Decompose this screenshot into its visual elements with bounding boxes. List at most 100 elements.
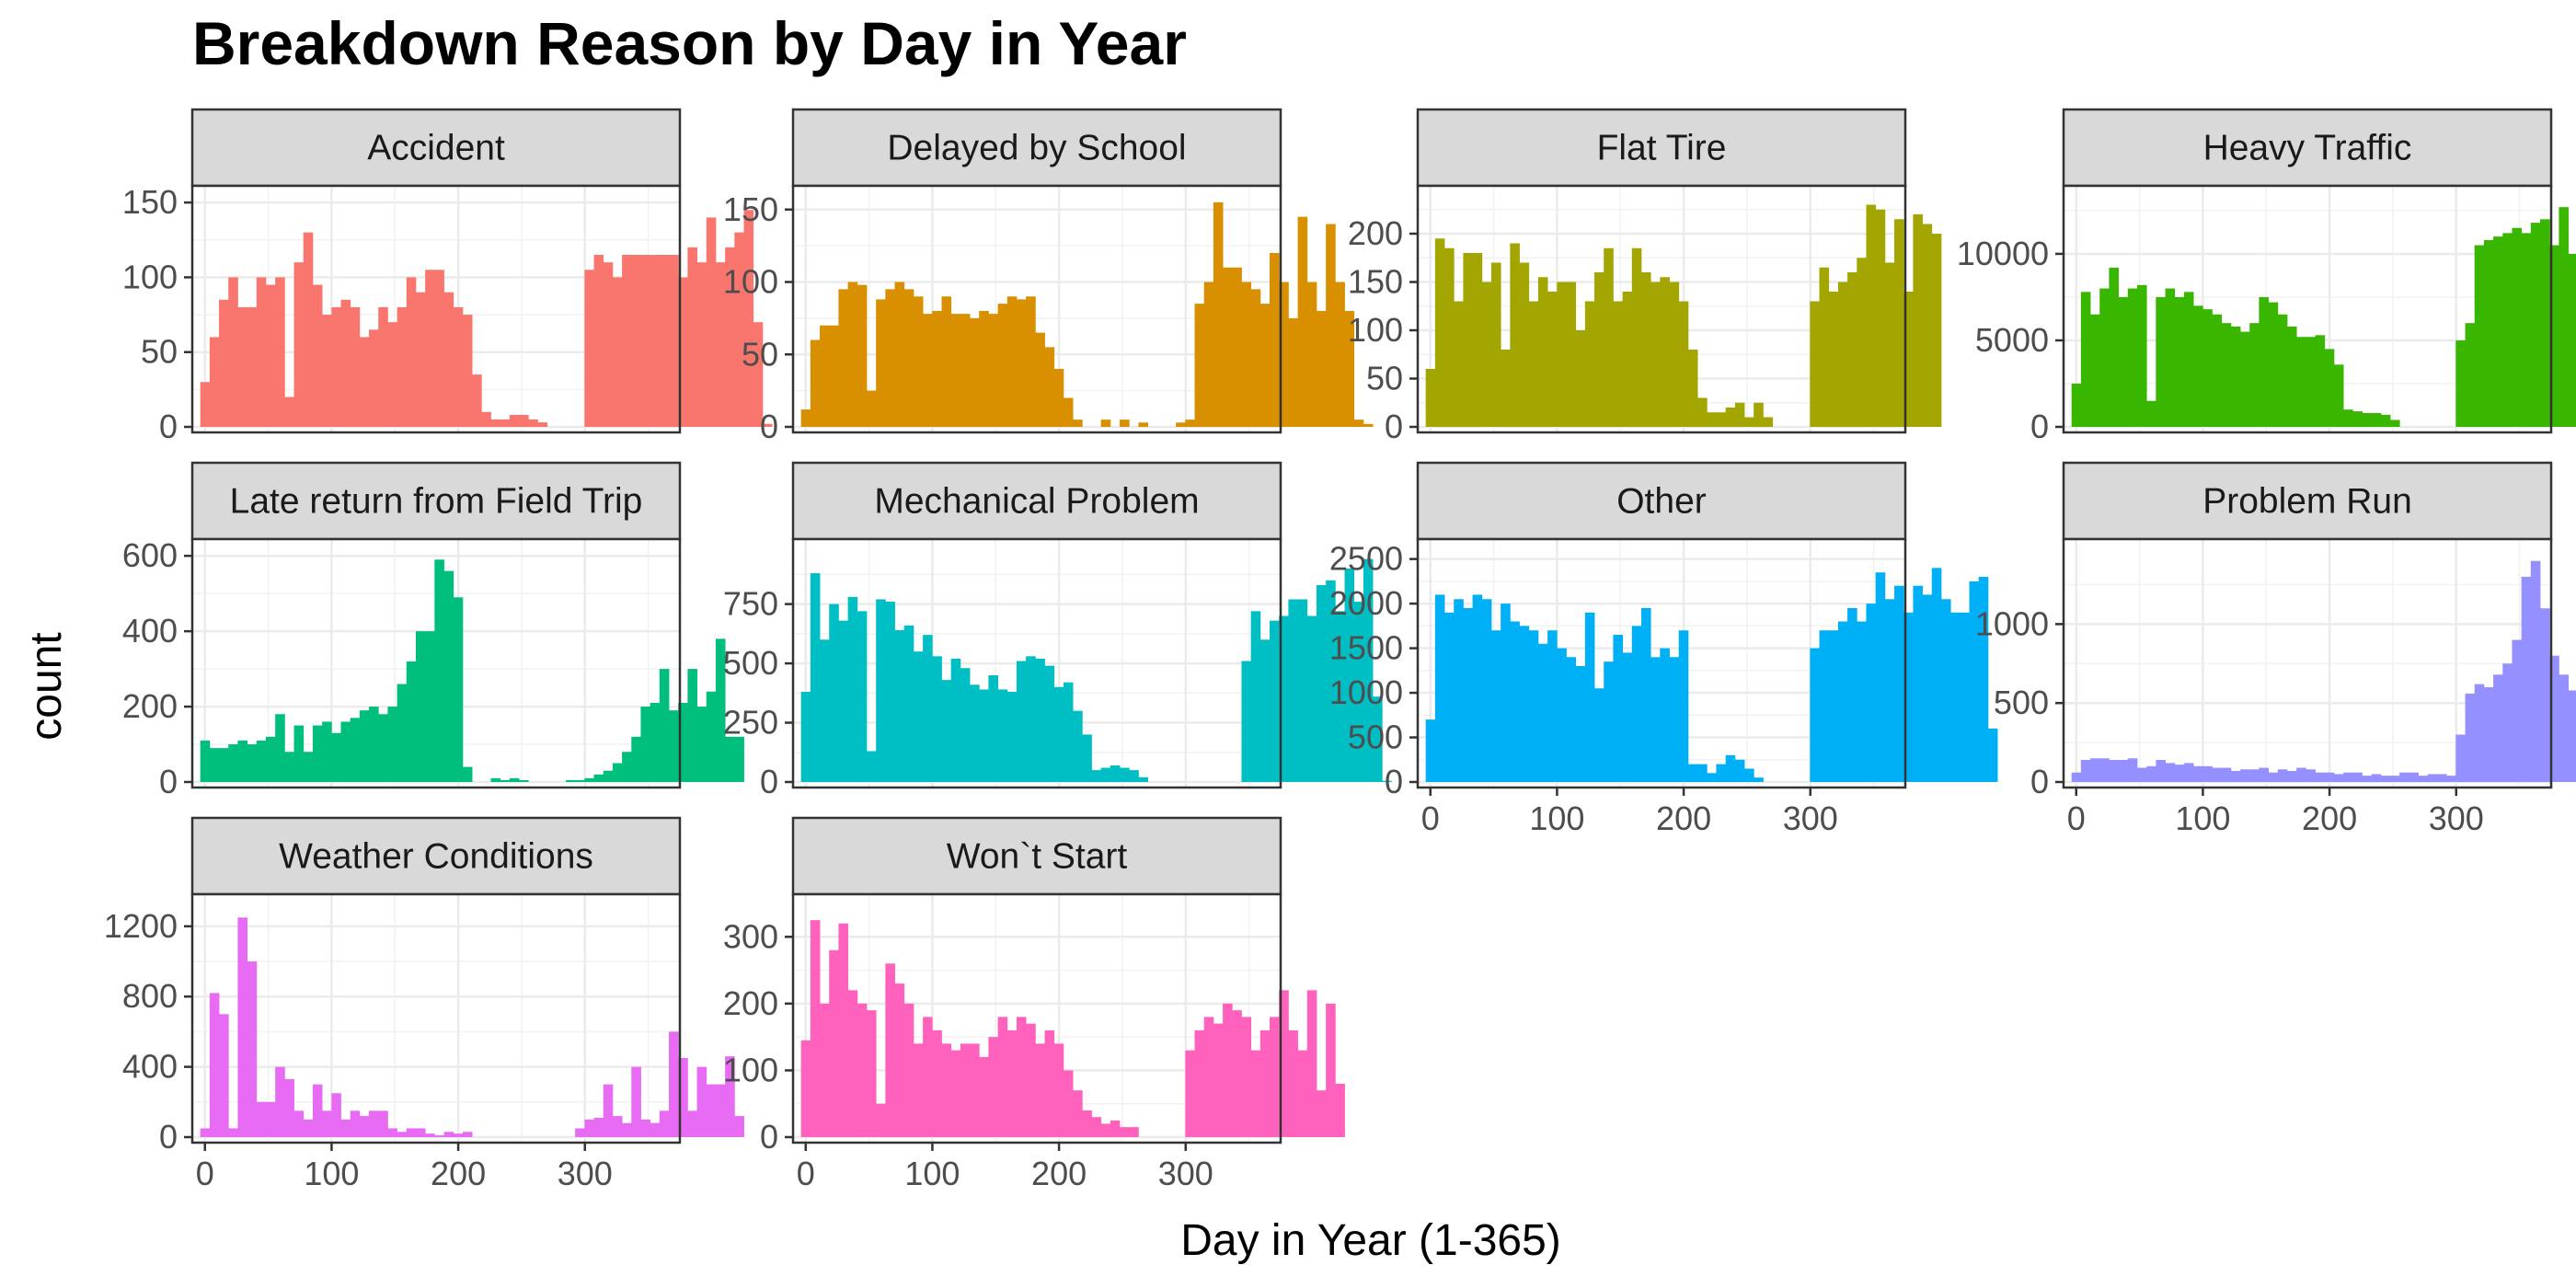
panel-border (190, 892, 682, 1144)
y-tick-label: 2500 (1329, 540, 1403, 578)
histogram-bar (2465, 693, 2476, 782)
histogram-bar (885, 963, 895, 1137)
histogram-bar (2080, 292, 2091, 427)
histogram-bar (1557, 648, 1567, 782)
histogram-bar (275, 714, 285, 782)
histogram-bar (1978, 577, 1989, 782)
histogram-bar (200, 382, 211, 427)
histogram-bar (725, 1056, 735, 1137)
histogram-bar (1241, 661, 1252, 782)
bars-delayed-by-school (800, 201, 1374, 427)
x-axis-weather-conditions: 0 100 200 300 (196, 1143, 613, 1192)
histogram-bar (885, 289, 895, 427)
histogram-bar (696, 1066, 707, 1137)
histogram-bar (2090, 758, 2100, 782)
histogram-bar (894, 282, 905, 427)
histogram-bar (1185, 420, 1195, 427)
histogram-bar (2249, 769, 2260, 782)
histogram-bar (932, 311, 942, 427)
y-tick-label: 500 (723, 644, 778, 682)
panel-delayed-by-school: Delayed by School 0 50 100 150 (723, 108, 1374, 445)
y-tick-label: 200 (723, 984, 778, 1022)
histogram-bar (1622, 652, 1633, 782)
histogram-bar (1613, 301, 1623, 427)
y-tick-label: 0 (159, 763, 178, 800)
histogram-bar (462, 1132, 473, 1137)
strip-accident (190, 108, 682, 188)
histogram-bar (2071, 772, 2082, 782)
histogram-bar (1547, 630, 1558, 782)
histogram-bar (1566, 282, 1577, 427)
histogram-bar (2521, 233, 2532, 427)
histogram-bar (2193, 305, 2203, 427)
x-tick-label: 200 (1031, 1155, 1087, 1192)
histogram-bar (1353, 602, 1364, 782)
histogram-bar (2333, 774, 2344, 782)
histogram-bar (2286, 770, 2297, 782)
histogram-bar (2174, 765, 2185, 782)
histogram-bar (743, 210, 754, 427)
histogram-bar (1866, 204, 1877, 427)
histogram-bar (1316, 1090, 1327, 1137)
y-axis-heavy-traffic: 0 5000 10000 (1957, 235, 2064, 445)
histogram-bar (1176, 422, 1186, 427)
histogram-bar (1631, 247, 1642, 427)
y-tick-label: 0 (760, 1118, 778, 1156)
histogram-bar (2465, 323, 2476, 427)
histogram-bar (2127, 288, 2138, 427)
histogram-bar (2080, 759, 2091, 782)
histogram-bar (1481, 599, 1492, 782)
histogram-bar (715, 1084, 726, 1137)
histogram-bar (472, 374, 482, 427)
histogram-bar (960, 668, 971, 782)
histogram-bar (1819, 267, 1830, 427)
histogram-bar (2474, 684, 2485, 782)
histogram-bar (415, 1128, 426, 1137)
histogram-bar (2324, 349, 2335, 427)
histogram-bar (331, 1093, 341, 1137)
histogram-bar (1810, 648, 1820, 782)
histogram-bar (1297, 216, 1308, 427)
histogram-bar (1353, 420, 1364, 427)
histogram-bar (2343, 772, 2353, 782)
histogram-bar (1053, 1043, 1064, 1137)
histogram-bar (866, 390, 877, 427)
histogram-bar (631, 255, 641, 427)
histogram-bar (687, 1110, 697, 1137)
histogram-bar (1259, 639, 1271, 782)
histogram-bar (2446, 776, 2456, 782)
histogram-bar (2099, 758, 2110, 782)
histogram-bar (612, 763, 623, 782)
histogram-bar (2418, 776, 2429, 782)
histogram-bar (1866, 604, 1877, 782)
histogram-bar (1857, 258, 1867, 427)
y-tick-label: 150 (723, 190, 778, 228)
histogram-bar (1566, 657, 1577, 782)
histogram-bar (903, 1003, 914, 1137)
histogram-bar (2502, 663, 2513, 782)
histogram-bar (2230, 770, 2241, 782)
histogram-bar (2427, 774, 2438, 782)
histogram-bar (1631, 626, 1642, 782)
x-tick-label: 100 (1529, 799, 1584, 837)
histogram-bar (715, 638, 726, 782)
histogram-bar (2568, 690, 2576, 782)
histogram-bar (1754, 402, 1764, 427)
histogram-bar (1725, 408, 1736, 427)
histogram-bar (979, 311, 989, 427)
histogram-bar (2390, 420, 2400, 427)
histogram-bar (575, 779, 585, 782)
histogram-bar (753, 322, 764, 427)
histogram-bar (584, 270, 594, 427)
x-tick-label: 0 (2067, 799, 2086, 837)
histogram-bar (2109, 267, 2120, 427)
histogram-bar (2540, 608, 2550, 782)
histogram-bar (734, 1116, 744, 1137)
histogram-bar (209, 993, 220, 1137)
histogram-bar (1575, 665, 1586, 782)
panel-heavy-traffic: Heavy Traffic 0 5000 10000 (1957, 108, 2576, 445)
histogram-bar (1335, 611, 1345, 782)
histogram-bar (1463, 253, 1474, 427)
histogram-bar (1537, 277, 1548, 427)
histogram-bar (519, 414, 529, 427)
